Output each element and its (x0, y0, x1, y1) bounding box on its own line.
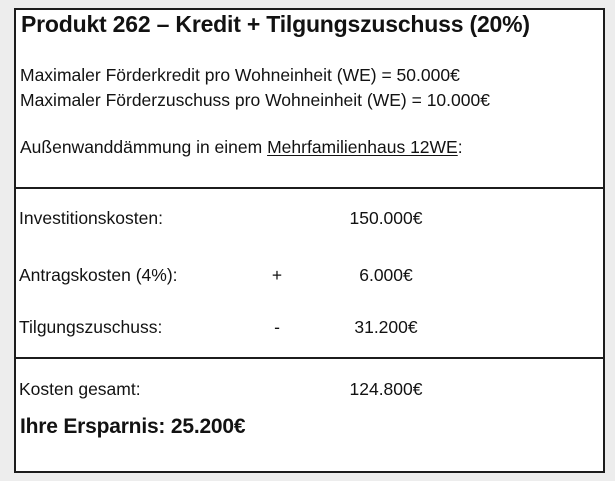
scenario-suffix: : (457, 137, 463, 157)
calc-row-tilgungszuschuss: Tilgungszuschuss: - 31.200€ (16, 317, 603, 341)
calc-row-antragskosten: Antragskosten (4%): + 6.000€ (16, 265, 603, 289)
scenario-underlined-text: Mehrfamilienhaus 12WE (267, 137, 458, 157)
row-operator: - (274, 317, 280, 337)
row-value: 6.000€ (359, 265, 413, 285)
scenario-line: Außenwanddämmung in einem Mehrfamilienha… (20, 137, 463, 158)
page-title: Produkt 262 – Kredit + Tilgungszuschuss … (21, 11, 530, 37)
divider-top (16, 187, 603, 189)
scenario-prefix: Außenwanddämmung in einem (20, 137, 268, 157)
savings-line: Ihre Ersparnis: 25.200€ (20, 415, 246, 438)
total-label: Kosten gesamt: (19, 379, 141, 399)
row-label: Tilgungszuschuss: (19, 317, 163, 337)
calc-row-investitionskosten: Investitionskosten: 150.000€ (16, 208, 603, 232)
calc-row-kosten-gesamt: Kosten gesamt: 124.800€ (16, 379, 603, 403)
row-label: Investitionskosten: (19, 208, 163, 228)
offer-box: Produkt 262 – Kredit + Tilgungszuschuss … (14, 8, 605, 473)
row-value: 31.200€ (354, 317, 418, 337)
funding-limits-block: Maximaler Förderkredit pro Wohneinheit (… (20, 63, 490, 113)
total-value: 124.800€ (349, 379, 423, 399)
row-label: Antragskosten (4%): (19, 265, 178, 285)
row-operator: + (271, 265, 283, 285)
divider-bottom (16, 357, 603, 359)
funding-limit-credit-line: Maximaler Förderkredit pro Wohneinheit (… (20, 65, 460, 85)
row-value: 150.000€ (349, 208, 423, 228)
funding-limit-grant-line: Maximaler Förderzuschuss pro Wohneinheit… (20, 90, 490, 110)
